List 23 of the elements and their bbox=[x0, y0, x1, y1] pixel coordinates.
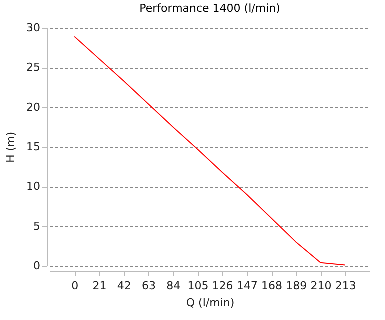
line-series bbox=[74, 36, 346, 266]
y-tick-label: 10 bbox=[26, 180, 40, 194]
x-tick-label: 189 bbox=[286, 280, 308, 292]
x-tick-label: 84 bbox=[166, 280, 181, 292]
x-tick-label: 63 bbox=[142, 280, 156, 292]
x-tick-label: 126 bbox=[212, 280, 234, 292]
x-tick-label: 105 bbox=[188, 280, 209, 292]
y-tick-label: 25 bbox=[26, 61, 40, 74]
y-tick-label: 5 bbox=[34, 220, 40, 233]
x-tick-label: 168 bbox=[262, 280, 283, 292]
y-tick-label: 15 bbox=[26, 140, 40, 154]
x-tick-label: 0 bbox=[72, 280, 79, 292]
y-tick-label: 0 bbox=[34, 260, 40, 272]
x-tick-label: 147 bbox=[236, 280, 258, 292]
y-axis-title: H (m) bbox=[4, 132, 18, 164]
x-tick-label: 213 bbox=[335, 280, 356, 292]
y-tick-label: 30 bbox=[26, 22, 40, 34]
x-tick-label: 210 bbox=[310, 280, 332, 292]
x-axis-title: Q (l/min) bbox=[186, 296, 235, 310]
chart-title: Performance 1400 (l/min) bbox=[140, 2, 280, 15]
x-tick-label: 42 bbox=[117, 280, 132, 292]
y-tick-label: 20 bbox=[26, 100, 40, 114]
x-tick-label: 21 bbox=[92, 280, 107, 292]
